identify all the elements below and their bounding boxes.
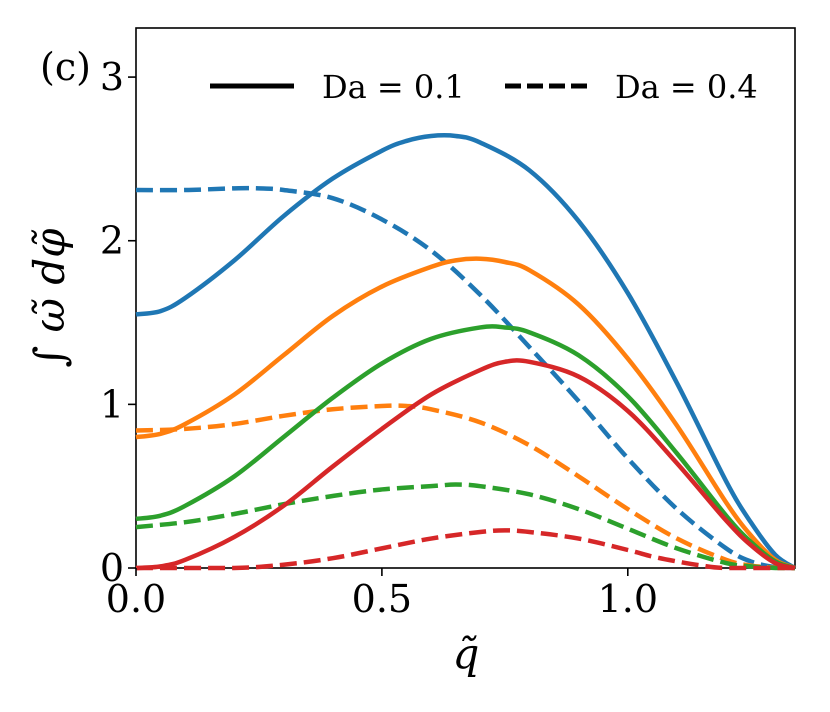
legend-label-dashed: Da = 0.4: [615, 68, 758, 106]
y-axis-label: ∫ ω̃ dφ̃: [25, 228, 74, 368]
x-tick-label: 1.0: [598, 577, 658, 621]
x-axis-label: q̃: [453, 629, 480, 678]
panel-label: (c): [40, 45, 91, 89]
plot-frame: [135, 27, 796, 569]
ticks-group: 0.0 0.5 1.0 0 1 2 3: [100, 55, 658, 621]
y-tick-label: 2: [100, 219, 124, 263]
y-tick-label: 1: [100, 382, 124, 426]
x-tick-label: 0.5: [352, 577, 412, 621]
series-line-green-da-0-1: [135, 324, 796, 571]
series-line-green-da-0-4: [135, 482, 795, 571]
series-line-red-da-0-4: [136, 528, 795, 571]
x-tick-label: 0.0: [106, 577, 166, 621]
series-line-orange-da-0-1: [135, 256, 796, 571]
series-group: [135, 133, 797, 571]
series-line-blue-da-0-4: [135, 185, 796, 571]
legend-label-solid: Da = 0.1: [322, 68, 465, 106]
series-line-blue-da-0-1: [135, 133, 797, 570]
y-tick-label: 3: [100, 55, 124, 99]
y-tick-label: 0: [100, 546, 124, 590]
series-line-red-da-0-1: [135, 358, 796, 571]
legend: Da = 0.1 Da = 0.4: [210, 68, 758, 106]
